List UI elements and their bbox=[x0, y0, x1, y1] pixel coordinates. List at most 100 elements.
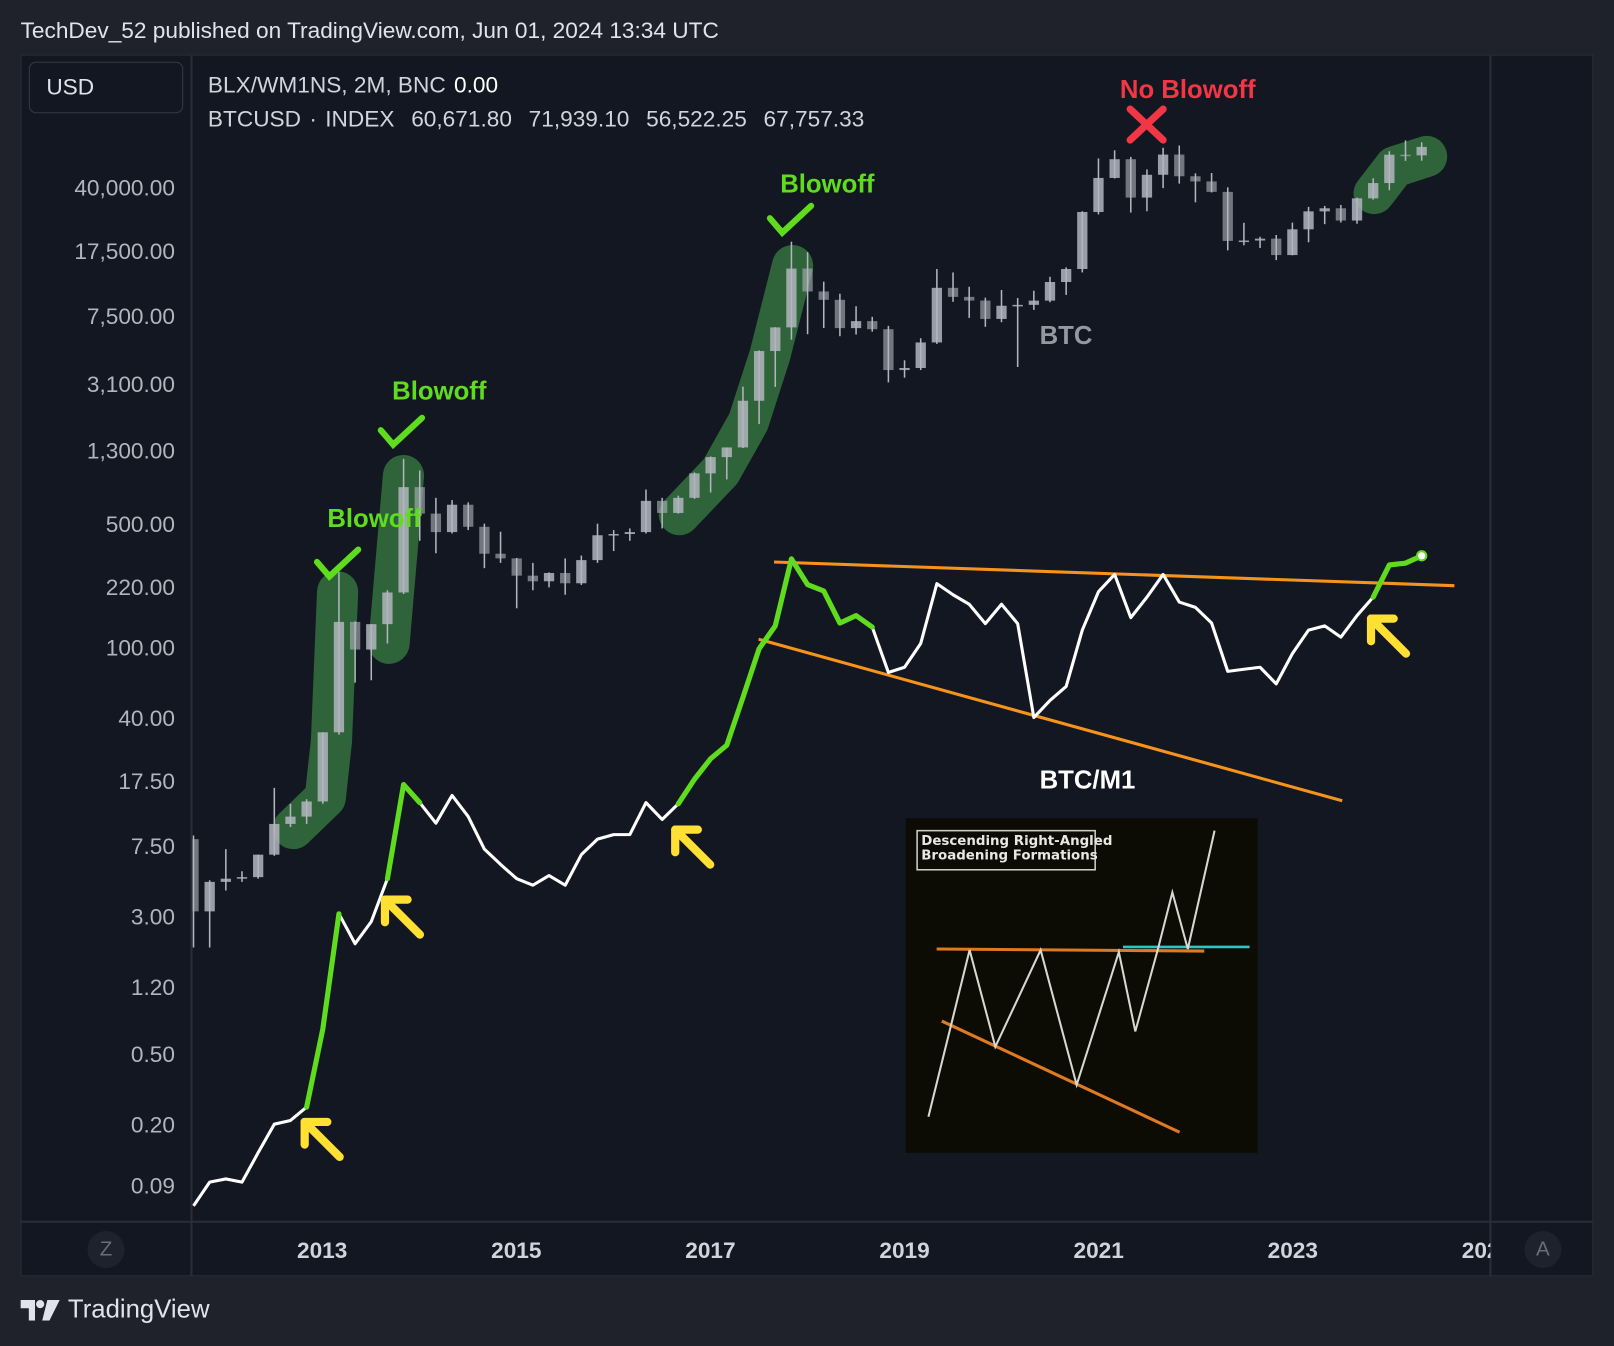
candle-body bbox=[608, 534, 619, 536]
candle bbox=[560, 558, 571, 595]
candle bbox=[1351, 197, 1363, 224]
checkmark-icon bbox=[377, 414, 426, 450]
blowoff-label: Blowoff bbox=[392, 377, 487, 405]
candle bbox=[964, 286, 975, 318]
candle bbox=[333, 572, 345, 735]
candle-body bbox=[1335, 208, 1347, 221]
candle-body bbox=[414, 487, 425, 514]
candle-body bbox=[220, 878, 231, 882]
ratio-line-highlight bbox=[675, 556, 875, 807]
inset-title: Broadening Formations bbox=[921, 848, 1098, 863]
candle bbox=[253, 854, 264, 879]
candle bbox=[1368, 178, 1379, 200]
candle-body bbox=[786, 268, 797, 328]
candle bbox=[1238, 222, 1250, 246]
candle bbox=[1028, 290, 1039, 310]
legend-series-1: BLX/WM1NS, 2M, BNC 0.00 bbox=[208, 72, 498, 99]
candle bbox=[1190, 173, 1201, 203]
arrow-head bbox=[671, 825, 702, 857]
inset-title: Descending Right-Angled bbox=[921, 834, 1112, 849]
legend-series-2-name: BTCUSD · INDEX bbox=[207, 106, 395, 132]
candle-body bbox=[1061, 269, 1072, 283]
candle bbox=[543, 572, 555, 588]
candle bbox=[947, 272, 959, 302]
candle-body bbox=[592, 535, 603, 561]
candle bbox=[527, 562, 539, 591]
inset-label-box bbox=[916, 829, 1096, 871]
candle-body bbox=[705, 457, 716, 474]
candle-body bbox=[1077, 212, 1088, 270]
candle bbox=[899, 360, 910, 378]
y-tick-label: 7.50 bbox=[131, 834, 175, 859]
candle bbox=[1222, 187, 1233, 251]
candle bbox=[1157, 147, 1169, 189]
zoom-reset-button[interactable]: Z bbox=[87, 1231, 125, 1269]
y-tick-label: 3,100.00 bbox=[87, 372, 175, 397]
legend-high: 71,939.10 bbox=[528, 106, 630, 132]
ratio-last-point bbox=[1416, 550, 1428, 562]
candle-body bbox=[883, 329, 894, 371]
y-tick-label: 40.00 bbox=[118, 706, 175, 731]
candle bbox=[850, 306, 862, 335]
candle bbox=[721, 447, 732, 480]
inset-support-line bbox=[941, 1019, 1181, 1134]
candle-body bbox=[915, 342, 926, 369]
auto-scale-button[interactable]: A bbox=[1524, 1231, 1562, 1269]
candle-body bbox=[446, 504, 458, 533]
candle bbox=[1416, 142, 1427, 161]
currency-button[interactable]: USD bbox=[28, 61, 184, 114]
candle bbox=[1384, 151, 1395, 191]
candle-body bbox=[1109, 159, 1120, 178]
candle-body bbox=[1368, 183, 1379, 199]
candle bbox=[430, 497, 442, 554]
legend-series-1-name: BLX/WM1NS, 2M, BNC bbox=[207, 72, 446, 98]
blowoff-highlight bbox=[1353, 135, 1448, 215]
candle-body bbox=[980, 300, 991, 319]
candle bbox=[1109, 150, 1120, 179]
brand-name: TradingView bbox=[67, 1294, 210, 1324]
candle-body bbox=[1174, 154, 1185, 177]
arrow-shaft bbox=[1366, 614, 1411, 658]
candle bbox=[220, 849, 231, 891]
candle-body bbox=[947, 287, 959, 297]
x-tick-label: 2019 bbox=[879, 1238, 929, 1263]
y-tick-label: 1,300.00 bbox=[87, 439, 175, 464]
candle-body bbox=[1271, 238, 1282, 256]
candle bbox=[398, 458, 409, 594]
candle-body bbox=[673, 497, 684, 513]
candle-body bbox=[1222, 191, 1233, 241]
candle-body bbox=[1384, 154, 1395, 184]
y-tick-label: 17,500.00 bbox=[74, 239, 175, 264]
candle-body bbox=[560, 572, 571, 584]
blowoff-highlight bbox=[658, 244, 814, 536]
candle-body bbox=[1044, 282, 1056, 301]
candle bbox=[236, 871, 248, 882]
arrow-head bbox=[380, 895, 412, 927]
legend-low: 56,522.25 bbox=[646, 106, 747, 132]
candle-body bbox=[657, 500, 668, 513]
candle-body bbox=[770, 327, 781, 352]
checkmark-icon bbox=[766, 202, 815, 238]
candle-body bbox=[317, 732, 328, 802]
candle bbox=[1319, 205, 1330, 225]
candle bbox=[608, 530, 619, 552]
candle-body bbox=[366, 624, 377, 650]
candle bbox=[576, 555, 587, 585]
candle-body bbox=[269, 823, 280, 855]
tradingview-brand[interactable]: TradingView bbox=[20, 1294, 210, 1325]
candle-body bbox=[818, 291, 829, 300]
candle-body bbox=[1303, 211, 1314, 230]
candle bbox=[269, 787, 280, 856]
candle-body bbox=[1157, 154, 1169, 175]
candle bbox=[996, 289, 1007, 323]
candle-body bbox=[1206, 181, 1217, 192]
candle-body bbox=[253, 854, 264, 878]
y-tick-label: 17.50 bbox=[118, 769, 175, 794]
arrow-shaft bbox=[300, 1117, 344, 1162]
candle bbox=[1174, 145, 1185, 184]
x-tick-label: 2017 bbox=[685, 1238, 735, 1263]
candle-body bbox=[1125, 159, 1136, 198]
arrow-icon bbox=[300, 1117, 344, 1162]
